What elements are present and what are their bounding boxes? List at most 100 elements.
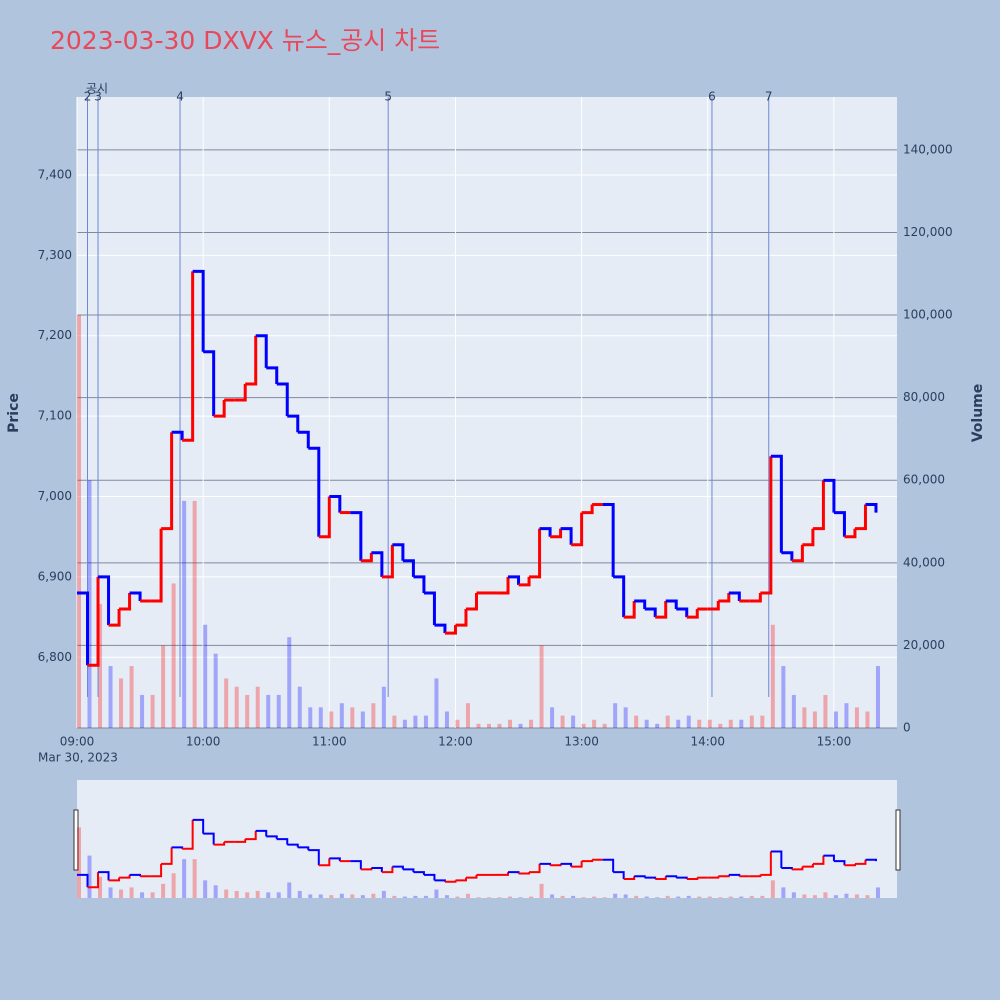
mini-price-candle [571, 861, 583, 868]
volume-bar [402, 719, 407, 728]
price-candle [381, 544, 394, 579]
mini-price-candle [108, 877, 121, 882]
price-candle [434, 623, 447, 634]
price-candle [560, 527, 573, 545]
mini-volume-bar [371, 893, 376, 898]
price-candle [287, 414, 300, 433]
volume-bar [329, 711, 334, 728]
mini-price-candle [182, 819, 194, 850]
mini-volume-bar [77, 827, 81, 898]
mini-price-candle [192, 818, 205, 834]
mini-volume-bar [234, 890, 239, 898]
mini-volume-bar [739, 896, 744, 898]
volume-bar [634, 715, 639, 728]
price-candle [234, 383, 247, 402]
price-candle [665, 599, 678, 610]
mini-price-candle [402, 868, 415, 873]
mini-volume-bar [150, 892, 155, 898]
price-candle [413, 575, 426, 593]
volume-bar [444, 711, 449, 728]
mini-volume-bar [823, 892, 828, 898]
x-date-label: Mar 30, 2023 [38, 751, 118, 765]
volume-bar [434, 678, 439, 728]
chart-title: 2023-03-30 DXVX 뉴스_공시 차트 [50, 26, 440, 55]
price-candle [297, 430, 310, 449]
mini-volume-bar [634, 895, 639, 898]
mini-volume-bar [665, 895, 670, 898]
annotation-label: 3 [94, 90, 102, 104]
mini-price-candle [150, 863, 163, 878]
mini-volume-bar [812, 895, 817, 898]
volume-bar [571, 715, 576, 728]
price-candle [371, 551, 384, 577]
range-slider[interactable] [77, 780, 897, 898]
y-tick-label: 7,300 [38, 248, 72, 262]
price-candle [644, 607, 657, 618]
slider-handle[interactable] [895, 809, 901, 871]
mini-volume-bar [255, 890, 260, 898]
volume-bar [318, 707, 323, 728]
mini-volume-bar [297, 890, 302, 898]
price-candle [392, 543, 405, 561]
price-candle [497, 576, 510, 595]
volume-bar [413, 715, 418, 728]
volume-bar [423, 715, 428, 728]
volume-bar [665, 715, 670, 728]
mini-volume-bar [465, 893, 470, 898]
volume-bar [655, 723, 660, 728]
annotation-label: 5 [384, 90, 392, 104]
price-candle [444, 625, 457, 635]
price-candle [508, 575, 521, 585]
volume-bar [812, 711, 817, 728]
price-candle [613, 575, 626, 618]
y-axis-title: Price [6, 393, 22, 433]
mini-price-candle [602, 858, 615, 873]
price-candle [865, 503, 878, 513]
mini-volume-bar [213, 885, 218, 898]
price-candle [182, 271, 195, 442]
price-candle [402, 559, 415, 577]
volume-bar [728, 719, 733, 728]
mini-volume-bar [508, 896, 513, 898]
volume-bar [644, 719, 649, 728]
volume-bar [245, 694, 250, 728]
mini-price-candle [234, 839, 247, 843]
mini-volume-bar [203, 880, 208, 898]
mini-price-candle [255, 829, 268, 837]
volume-bar [833, 711, 838, 728]
volume-bar [287, 637, 292, 728]
x-tick-label: 15:00 [817, 735, 852, 749]
mini-price-candle [644, 876, 657, 880]
volume-bar [98, 604, 103, 728]
mini-volume-bar [749, 895, 754, 898]
mini-volume-bar [266, 892, 271, 898]
mini-price-candle [812, 855, 825, 865]
mini-price-candle [823, 854, 835, 862]
mini-price-candle [465, 874, 478, 879]
price-candle [308, 446, 321, 537]
mini-volume-bar [329, 895, 334, 898]
mini-price-candle [98, 871, 110, 881]
mini-volume-bar [718, 897, 723, 898]
slider-handle[interactable] [73, 809, 79, 871]
mini-volume-bar [571, 895, 576, 898]
mini-price-candle [581, 859, 594, 863]
volume-bar [392, 715, 397, 728]
mini-volume-bar [402, 896, 407, 898]
mini-volume-bar [108, 887, 113, 898]
y2-tick-label: 20,000 [903, 638, 945, 652]
mini-volume-bar [350, 894, 355, 898]
x-tick-label: 09:00 [60, 735, 95, 749]
mini-price-candle [770, 850, 783, 869]
price-candle [854, 504, 867, 531]
mini-volume-bar [444, 895, 449, 898]
volume-bar [613, 703, 618, 728]
x-tick-label: 14:00 [690, 735, 725, 749]
price-candle [634, 599, 647, 610]
y2-tick-label: 60,000 [903, 473, 945, 487]
volume-bar [539, 645, 544, 728]
annotation-label: 7 [765, 90, 773, 104]
price-candle [360, 552, 373, 563]
volume-bar [161, 645, 166, 728]
